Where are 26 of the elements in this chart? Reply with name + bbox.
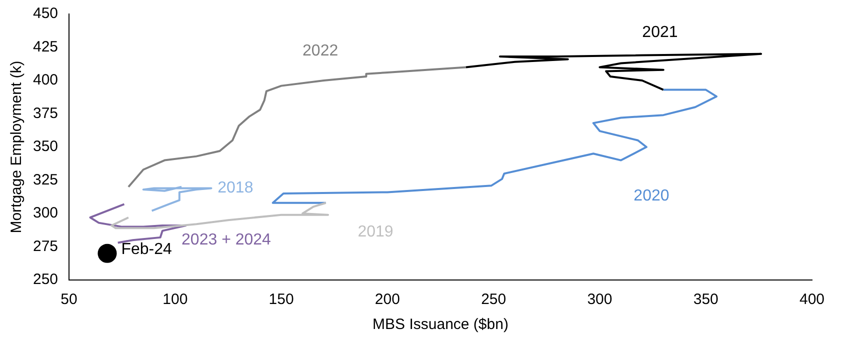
x-tick-label: 300 (587, 291, 612, 308)
y-tick-label: 300 (32, 204, 58, 222)
series-label: 2018 (218, 180, 254, 197)
series-label: 2023 + 2024 (182, 232, 272, 249)
y-tick-label: 450 (32, 5, 58, 22)
series-label: 2020 (634, 188, 670, 205)
y-tick-label: 375 (32, 104, 58, 122)
y-tick-label: 275 (32, 238, 58, 255)
annotation: Feb-24 (121, 240, 172, 258)
x-tick-label: 50 (60, 291, 78, 308)
x-tick-label: 400 (799, 291, 825, 308)
x-tick-label: 100 (162, 291, 188, 308)
x-tick-label: 150 (268, 291, 294, 308)
y-tick-label: 425 (32, 38, 58, 56)
series-label: 2021 (642, 24, 678, 42)
x-tick-label: 350 (693, 291, 718, 308)
y-axis-title: Mortgage Employment (k) (8, 60, 26, 234)
y-tick-label: 250 (32, 271, 58, 288)
y-tick-label: 350 (32, 138, 58, 156)
y-tick-label: 325 (32, 171, 58, 188)
x-axis-title: MBS Issuance ($bn) (372, 316, 508, 334)
series-label: 2019 (358, 224, 394, 241)
x-tick-label: 250 (481, 291, 506, 308)
y-tick-label: 400 (32, 72, 58, 89)
x-tick-label: 200 (374, 291, 400, 308)
series-label: 2022 (302, 42, 338, 60)
